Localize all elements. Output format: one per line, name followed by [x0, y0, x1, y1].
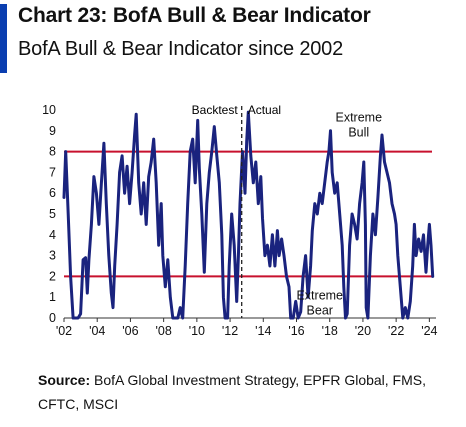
reference-label-line: Extreme: [336, 111, 383, 125]
reference-label-line: Bull: [348, 126, 369, 140]
extreme-bull-label: Extreme Bull: [336, 111, 383, 140]
x-tick-label: '16: [288, 324, 304, 338]
x-tick-label: '24: [421, 324, 437, 338]
y-tick-label: 3: [49, 249, 56, 263]
x-tick-label: '18: [322, 324, 338, 338]
bull-bear-line-chart: 0 1 2 3 4 5 6 7 8 9 10 '02 '04 '06 '08 '10 '12 '14 '16 '18…: [42, 103, 438, 338]
y-tick-label: 5: [49, 207, 56, 221]
y-tick-label: 2: [49, 269, 56, 283]
x-axis: '02 '04 '06 '08 '10 '12 '14 '16 '18 '20 '22 '24: [56, 317, 438, 338]
title-accent-bar: [0, 4, 7, 73]
x-tick-label: '06: [122, 324, 138, 338]
x-tick-label: '12: [222, 324, 238, 338]
x-tick-label: '14: [255, 324, 271, 338]
y-tick-label: 1: [49, 290, 56, 304]
y-axis: 0 1 2 3 4 5 6 7 8 9 10: [42, 103, 56, 325]
x-tick-label: '20: [355, 324, 371, 338]
chart-subtitle: BofA Bull & Bear Indicator since 2002: [18, 38, 344, 60]
x-tick-label: '02: [56, 324, 72, 338]
x-tick-label: '22: [388, 324, 404, 338]
backtest-label: Backtest: [192, 103, 239, 117]
x-tick-label: '04: [89, 324, 105, 338]
y-tick-label: 7: [49, 165, 56, 179]
y-tick-label: 8: [49, 145, 56, 159]
extreme-bear-label: Extreme Bear: [296, 288, 343, 317]
source-text: BofA Global Investment Strategy, EPFR Gl…: [38, 372, 427, 412]
bull-bear-indicator-line: [62, 110, 435, 320]
chart-title: Chart 23: BofA Bull & Bear Indicator: [18, 4, 371, 27]
reference-label-line: Extreme: [296, 288, 343, 302]
reference-label-line: Bear: [307, 303, 333, 317]
source-note: Source: BofA Global Investment Strategy,…: [38, 368, 458, 416]
actual-label: Actual: [248, 103, 281, 117]
x-tick-label: '08: [155, 324, 171, 338]
y-tick-label: 6: [49, 186, 56, 200]
y-tick-label: 4: [49, 228, 56, 242]
y-tick-label: 10: [42, 103, 56, 117]
y-tick-label: 9: [49, 124, 56, 138]
x-tick-label: '10: [189, 324, 205, 338]
source-label: Source:: [38, 372, 91, 388]
y-tick-label: 0: [49, 311, 56, 325]
